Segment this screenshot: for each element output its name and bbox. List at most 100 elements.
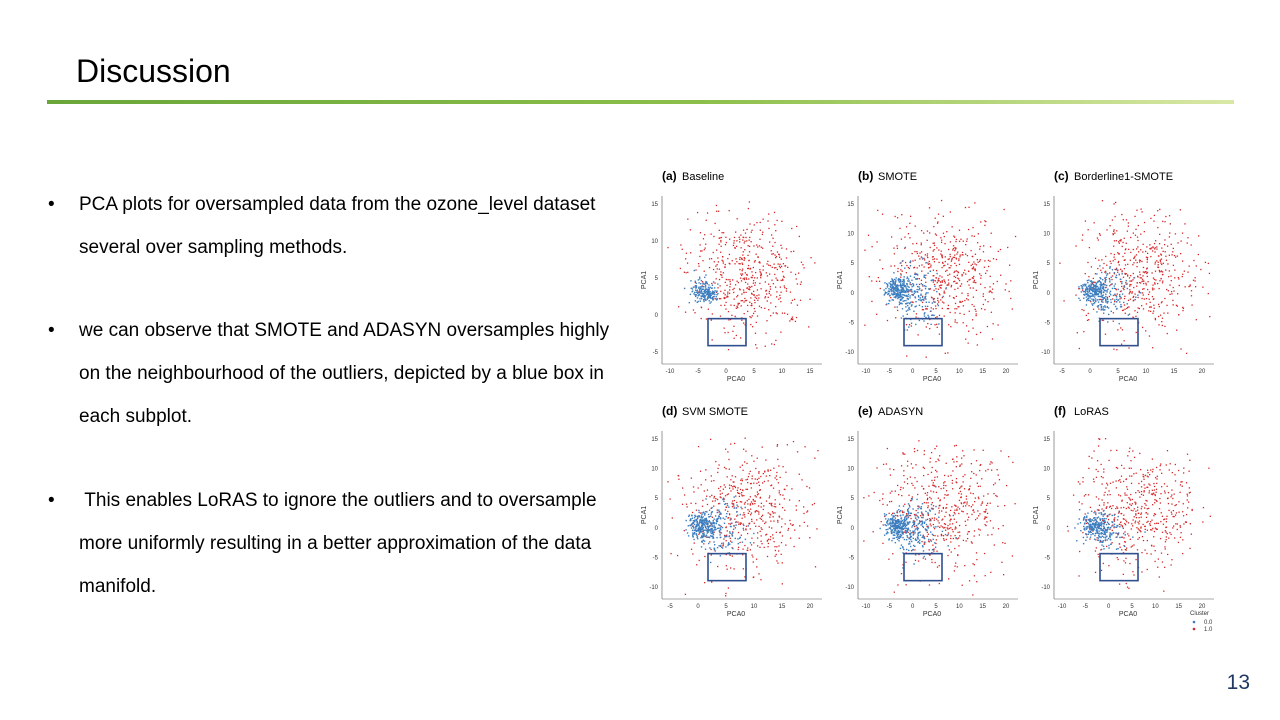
red-point xyxy=(735,307,737,309)
red-point xyxy=(1167,553,1169,556)
red-point xyxy=(770,504,772,506)
red-point xyxy=(1166,515,1168,517)
red-point xyxy=(934,561,936,564)
red-point xyxy=(940,237,942,239)
blue-point xyxy=(729,531,731,533)
blue-point xyxy=(1095,521,1097,524)
red-point xyxy=(1124,259,1126,261)
blue-point xyxy=(890,518,892,521)
red-point xyxy=(920,244,922,246)
red-point xyxy=(1128,277,1131,279)
red-point xyxy=(726,534,728,536)
red-point xyxy=(742,568,744,570)
red-point xyxy=(971,319,974,321)
blue-point xyxy=(1088,279,1090,281)
red-point xyxy=(943,315,945,317)
red-point xyxy=(1198,235,1200,237)
red-point xyxy=(972,563,974,565)
red-point xyxy=(725,595,727,597)
red-point xyxy=(733,337,735,339)
red-point xyxy=(690,252,692,254)
blue-point xyxy=(1093,294,1096,296)
red-point xyxy=(929,288,931,291)
red-point xyxy=(967,299,969,301)
y-axis-label: PCA1 xyxy=(641,506,648,524)
red-point xyxy=(913,448,916,450)
red-point xyxy=(738,241,741,243)
blue-point xyxy=(909,543,911,545)
red-point xyxy=(737,492,740,494)
red-point xyxy=(1118,583,1121,585)
blue-point xyxy=(912,524,914,527)
red-point xyxy=(1144,271,1146,274)
blue-point xyxy=(694,280,697,283)
y-tick-label: 15 xyxy=(847,437,854,443)
red-point xyxy=(779,266,782,269)
red-point xyxy=(685,252,688,254)
blue-point xyxy=(704,291,707,293)
red-point xyxy=(778,465,780,467)
red-point xyxy=(1132,248,1134,251)
blue-point xyxy=(712,293,714,295)
red-point xyxy=(938,333,941,335)
red-point xyxy=(702,524,704,526)
red-point xyxy=(927,502,929,504)
red-point xyxy=(1101,508,1103,510)
blue-point xyxy=(927,292,929,294)
red-point xyxy=(973,472,975,475)
blue-point xyxy=(1126,283,1128,285)
blue-point xyxy=(896,288,899,290)
red-point xyxy=(1154,283,1156,285)
red-point xyxy=(1153,545,1155,547)
blue-point xyxy=(698,291,700,294)
red-point xyxy=(929,523,931,525)
blue-point xyxy=(892,289,895,291)
blue-point xyxy=(1115,308,1118,310)
blue-point xyxy=(921,525,924,527)
red-point xyxy=(760,277,762,279)
red-point xyxy=(985,470,987,472)
red-point xyxy=(731,555,734,557)
red-point xyxy=(1139,277,1141,279)
red-point xyxy=(1125,549,1127,551)
red-point xyxy=(914,225,916,227)
blue-point xyxy=(1089,280,1092,282)
red-point xyxy=(936,550,938,552)
red-point xyxy=(928,584,931,586)
x-tick-label: 15 xyxy=(779,604,786,610)
blue-point xyxy=(1090,284,1092,287)
red-point xyxy=(779,294,781,297)
red-point xyxy=(781,507,784,509)
red-point xyxy=(1157,255,1160,257)
red-point xyxy=(757,545,759,547)
red-point xyxy=(1161,271,1164,273)
blue-point xyxy=(713,518,715,520)
red-point xyxy=(1108,490,1110,492)
red-point xyxy=(1137,239,1139,242)
red-point xyxy=(902,452,904,454)
red-point xyxy=(928,207,931,209)
blue-point xyxy=(905,524,907,526)
red-point xyxy=(984,260,986,262)
red-point xyxy=(1140,208,1142,210)
red-point xyxy=(749,288,751,291)
red-point xyxy=(787,266,789,269)
red-point xyxy=(1098,233,1101,235)
blue-point xyxy=(887,284,889,287)
red-point xyxy=(770,315,772,317)
red-point xyxy=(733,291,735,294)
blue-point xyxy=(697,515,700,517)
red-point xyxy=(1209,515,1211,517)
blue-point xyxy=(1090,286,1092,288)
blue-point xyxy=(711,287,713,289)
red-point xyxy=(873,491,875,494)
red-point xyxy=(766,275,769,277)
red-point xyxy=(726,476,728,478)
red-point xyxy=(814,457,816,459)
blue-point xyxy=(711,535,713,537)
red-point xyxy=(1168,215,1171,217)
blue-point xyxy=(715,522,718,525)
blue-point xyxy=(719,518,722,520)
red-point xyxy=(914,259,916,261)
red-point xyxy=(953,518,955,520)
